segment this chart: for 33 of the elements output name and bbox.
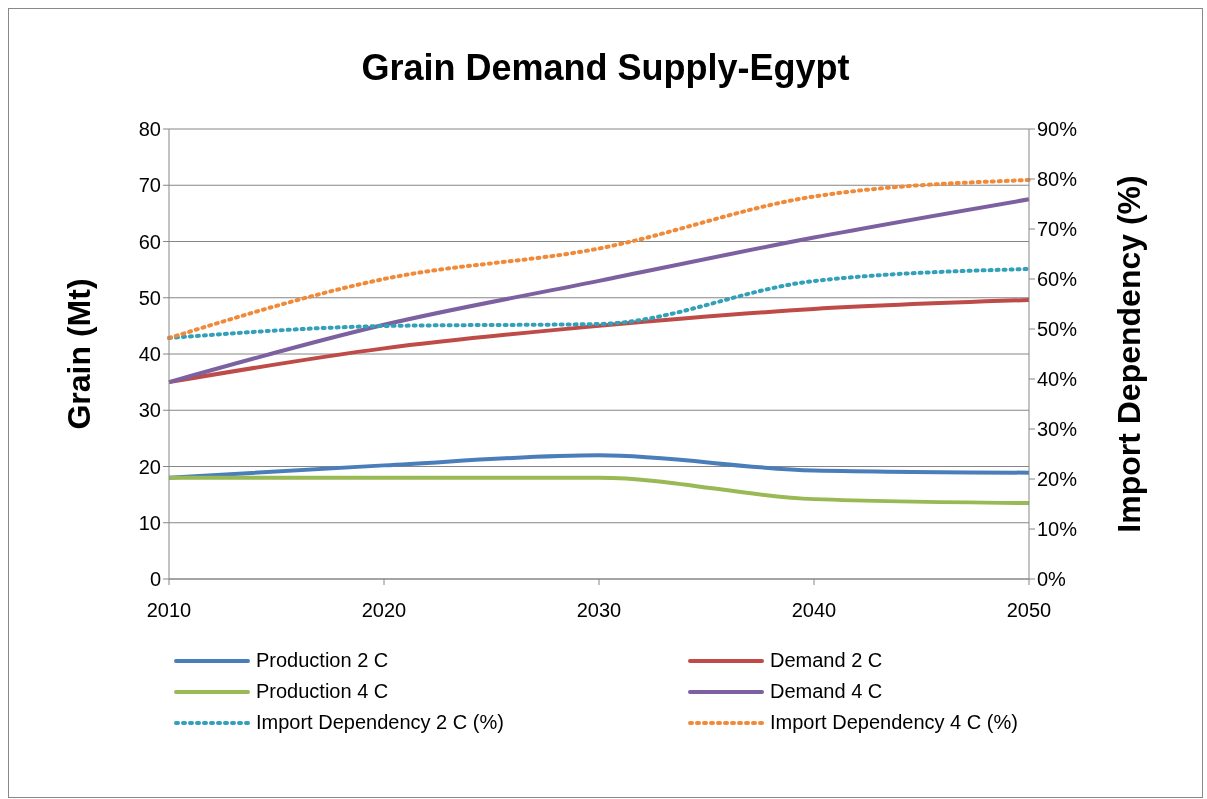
y2-tick-label: 90%: [1037, 118, 1078, 141]
y2-tick-label: 50%: [1037, 318, 1078, 341]
chart-title: Grain Demand Supply-Egypt: [360, 46, 851, 90]
y-tick-label: 50: [138, 286, 161, 309]
y-tick-label: 10: [138, 511, 161, 534]
y-tick-label: 20: [138, 455, 161, 478]
y2-tick-label: 10%: [1037, 518, 1078, 541]
y2-tick-label: 40%: [1037, 368, 1078, 391]
y-tick-label: 80: [138, 118, 161, 141]
legend-label: Import Dependency 4 C (%): [770, 711, 1018, 734]
y-tick-label: 30: [138, 399, 161, 422]
legend-label: Demand 2 C: [770, 649, 883, 672]
x-tick-label: 2040: [791, 599, 837, 622]
y-tick-label: 40: [138, 343, 161, 366]
x-tick-label: 2050: [1006, 599, 1052, 622]
y2-tick-label: 30%: [1037, 418, 1078, 441]
x-tick-label: 2020: [361, 599, 407, 622]
x-tick-label: 2030: [576, 599, 622, 622]
legend-label: Production 2 C: [256, 649, 389, 672]
y2-tick-label: 80%: [1037, 168, 1078, 191]
legend-label: Production 4 C: [256, 680, 389, 703]
legend-label: Import Dependency 2 C (%): [256, 711, 504, 734]
y-axis-title: Grain (Mt): [61, 278, 98, 430]
y-tick-label: 0: [149, 568, 161, 591]
y2-tick-label: 60%: [1037, 268, 1078, 291]
y2-tick-label: 20%: [1037, 468, 1078, 491]
y-tick-label: 60: [138, 230, 161, 253]
y2-tick-label: 70%: [1037, 218, 1078, 241]
x-tick-label: 2010: [146, 599, 192, 622]
y2-axis-title: Import Dependency (%): [1111, 175, 1148, 533]
y-tick-label: 70: [138, 174, 161, 197]
legend-label: Demand 4 C: [770, 680, 883, 703]
y2-tick-label: 0%: [1037, 568, 1067, 591]
